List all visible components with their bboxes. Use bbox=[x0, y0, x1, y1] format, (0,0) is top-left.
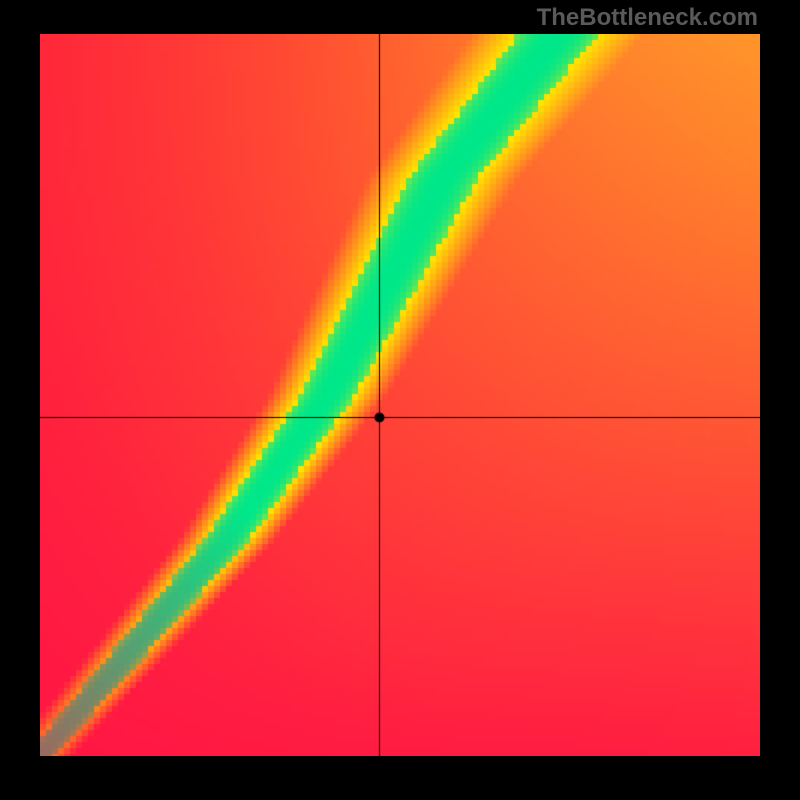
watermark-text: TheBottleneck.com bbox=[537, 4, 758, 32]
bottleneck-heatmap bbox=[40, 34, 760, 756]
chart-container: { "watermark": { "text": "TheBottleneck.… bbox=[0, 0, 800, 800]
